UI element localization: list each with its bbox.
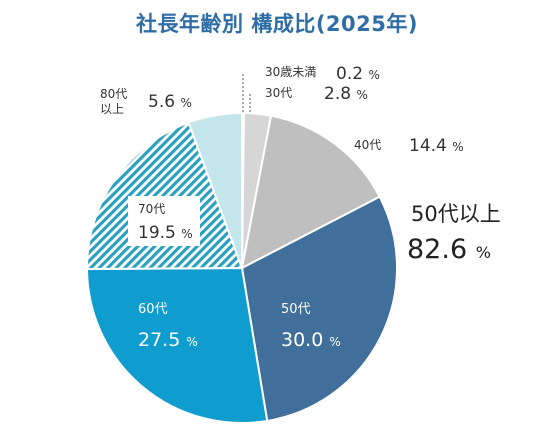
group-value-50plus: 82.6 %: [407, 234, 491, 265]
category-label-70s: 70代: [138, 202, 165, 216]
value-label-60s: 27.5 %: [138, 329, 198, 351]
pie-slice-50s: [240, 195, 398, 423]
category-label-50s: 50代: [281, 302, 311, 317]
value-label-80plus: 5.6 %: [148, 92, 192, 112]
category-label-under30: 30歳未満: [265, 65, 316, 79]
category-label-30s: 30代: [265, 86, 292, 100]
pie-slice-60s: [85, 266, 269, 424]
label-box-70s: [128, 196, 200, 246]
value-label-under30: 0.2 %: [336, 64, 380, 84]
pie-slice-40s: [240, 114, 382, 270]
leader-lines: [242, 72, 251, 112]
category-label-80plus: 80代以上: [100, 87, 127, 116]
value-label-40s: 14.4 %: [409, 136, 464, 156]
pie-slice-80plus: [187, 111, 243, 269]
value-label-50s: 30.0 %: [281, 329, 341, 351]
value-label-30s: 2.8 %: [324, 84, 368, 104]
group-label-50plus: 50代以上: [411, 202, 501, 226]
chart-title: 社長年齢別 構成比(2025年): [136, 12, 418, 36]
category-label-60s: 60代: [138, 302, 168, 317]
value-label-70s: 19.5 %: [138, 223, 193, 243]
data-labels: 30歳未満 0.2 % 30代 2.8 % 40代 14.4 % 80代以上 5.6 % 70代…: [100, 64, 501, 351]
category-label-40s: 40代: [354, 138, 381, 152]
pie-slices: [85, 111, 398, 424]
pie-slice-70s: [86, 121, 244, 270]
